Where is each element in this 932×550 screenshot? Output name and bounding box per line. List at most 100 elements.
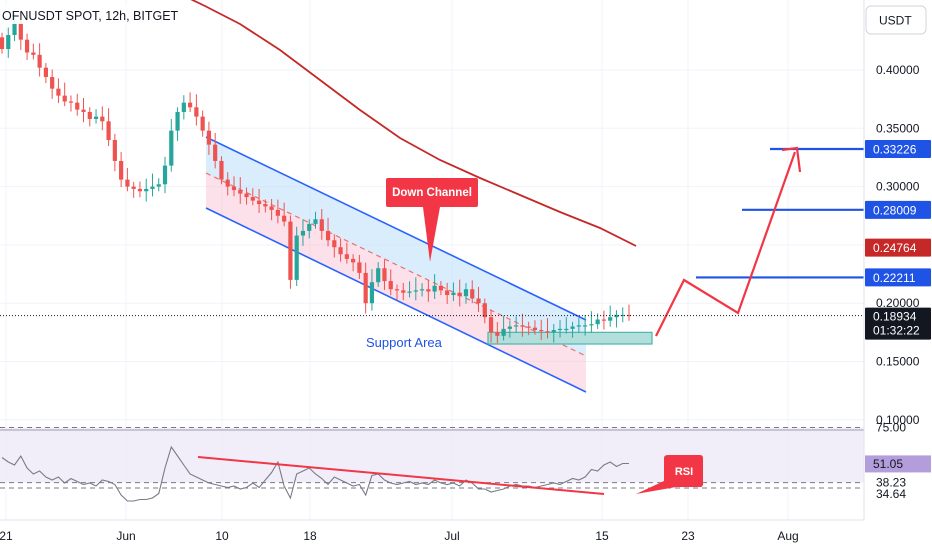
candle <box>363 262 368 314</box>
time-tick-label: 21 <box>0 529 13 543</box>
price-badge-label: 0.22211 <box>873 271 916 285</box>
channel-upper-line <box>205 136 587 321</box>
candle <box>31 43 36 60</box>
candle <box>495 322 500 344</box>
down-channel-callout-shape <box>386 178 478 262</box>
candle <box>626 304 632 321</box>
candle-body <box>344 254 349 259</box>
candle <box>532 320 538 335</box>
candle-body <box>300 230 306 236</box>
candle-body <box>43 67 48 77</box>
candle-body <box>539 330 544 332</box>
candle-body <box>256 200 262 205</box>
candle <box>112 133 117 172</box>
candle-body <box>438 285 443 291</box>
candle <box>181 95 186 120</box>
candle <box>68 95 74 112</box>
candle <box>24 33 30 60</box>
time-tick-label: 18 <box>303 529 317 543</box>
candle <box>307 219 312 239</box>
price-badge: 0.33226 <box>865 139 931 158</box>
candle-body <box>225 179 230 187</box>
candle <box>526 321 531 336</box>
candle-body <box>162 165 168 185</box>
candle-body <box>457 292 462 297</box>
rsi-current-badge-bg <box>865 455 931 473</box>
time-axis[interactable]: 21 Jun 10 18 Jul 15 23 Aug <box>0 529 799 543</box>
candle-body <box>106 121 111 140</box>
candle <box>0 32 5 54</box>
candle <box>194 94 199 126</box>
candle <box>388 269 393 296</box>
current-price-badge-bg <box>865 307 931 340</box>
candle-body <box>445 290 450 296</box>
candle <box>344 242 349 264</box>
candle-body <box>81 109 86 112</box>
candle <box>457 279 462 307</box>
candle-body <box>282 215 287 222</box>
candle <box>188 92 193 112</box>
candle <box>401 282 406 301</box>
price-axis-labels: 0.400000.350000.300000.250000.200000.150… <box>865 63 931 501</box>
candle <box>244 187 249 205</box>
channel-lower-line <box>205 207 587 393</box>
price-tick-label: 0.30000 <box>876 180 920 194</box>
candlesticks <box>0 10 632 344</box>
candle-body <box>231 186 237 191</box>
candle <box>238 177 243 204</box>
candle <box>445 282 450 304</box>
candle <box>570 321 575 338</box>
rsi-pane[interactable]: RSI <box>0 427 864 502</box>
candle-body <box>551 330 556 333</box>
candle <box>269 198 274 221</box>
candle <box>451 282 456 302</box>
candle <box>150 173 155 197</box>
candle-body <box>219 160 224 180</box>
rsi-callout-shape <box>636 455 703 494</box>
currency-button-label[interactable]: USDT <box>879 14 912 28</box>
channel-upper-fill <box>206 137 586 356</box>
candle-body <box>319 219 324 231</box>
candle-body <box>495 332 500 336</box>
price-tick-label: 0.35000 <box>876 121 920 135</box>
title-backdrop <box>0 6 190 24</box>
rsi-current-badge: 51.05 <box>865 455 931 473</box>
candle <box>119 152 124 188</box>
candle-body <box>137 188 143 192</box>
candle-body <box>125 179 130 187</box>
candle <box>426 280 431 302</box>
projection-path <box>655 151 797 337</box>
down-channel-label: Down Channel <box>392 187 472 199</box>
candle-body <box>194 107 199 117</box>
candle-body <box>357 262 362 273</box>
currency-button-frame[interactable] <box>865 5 927 35</box>
candle-body <box>200 116 205 131</box>
candle-body <box>250 197 255 201</box>
price-badge-bg <box>865 238 931 257</box>
candle-body <box>0 37 5 50</box>
candle-body <box>351 258 356 263</box>
candle-body <box>181 102 186 112</box>
candle <box>419 283 425 297</box>
candle <box>382 259 387 290</box>
currency-button[interactable]: USDT <box>865 5 927 35</box>
candle-body <box>213 144 218 161</box>
time-tick-label: 23 <box>681 529 695 543</box>
candle <box>482 298 487 324</box>
candle <box>583 315 588 336</box>
candle-body <box>426 289 431 292</box>
candle <box>351 254 356 272</box>
price-pane[interactable]: Down Channel Support Area <box>0 0 866 393</box>
candle <box>576 317 581 333</box>
price-badge-bg <box>865 268 931 287</box>
candle-body <box>175 111 180 131</box>
candle <box>514 316 519 333</box>
candle <box>488 309 494 343</box>
candle-body <box>451 292 456 296</box>
candle-body <box>131 186 136 189</box>
candle-body <box>363 272 368 304</box>
candle-body <box>570 326 575 329</box>
candle-countdown-label: 01:32:22 <box>873 324 920 338</box>
candle-body <box>545 331 550 333</box>
